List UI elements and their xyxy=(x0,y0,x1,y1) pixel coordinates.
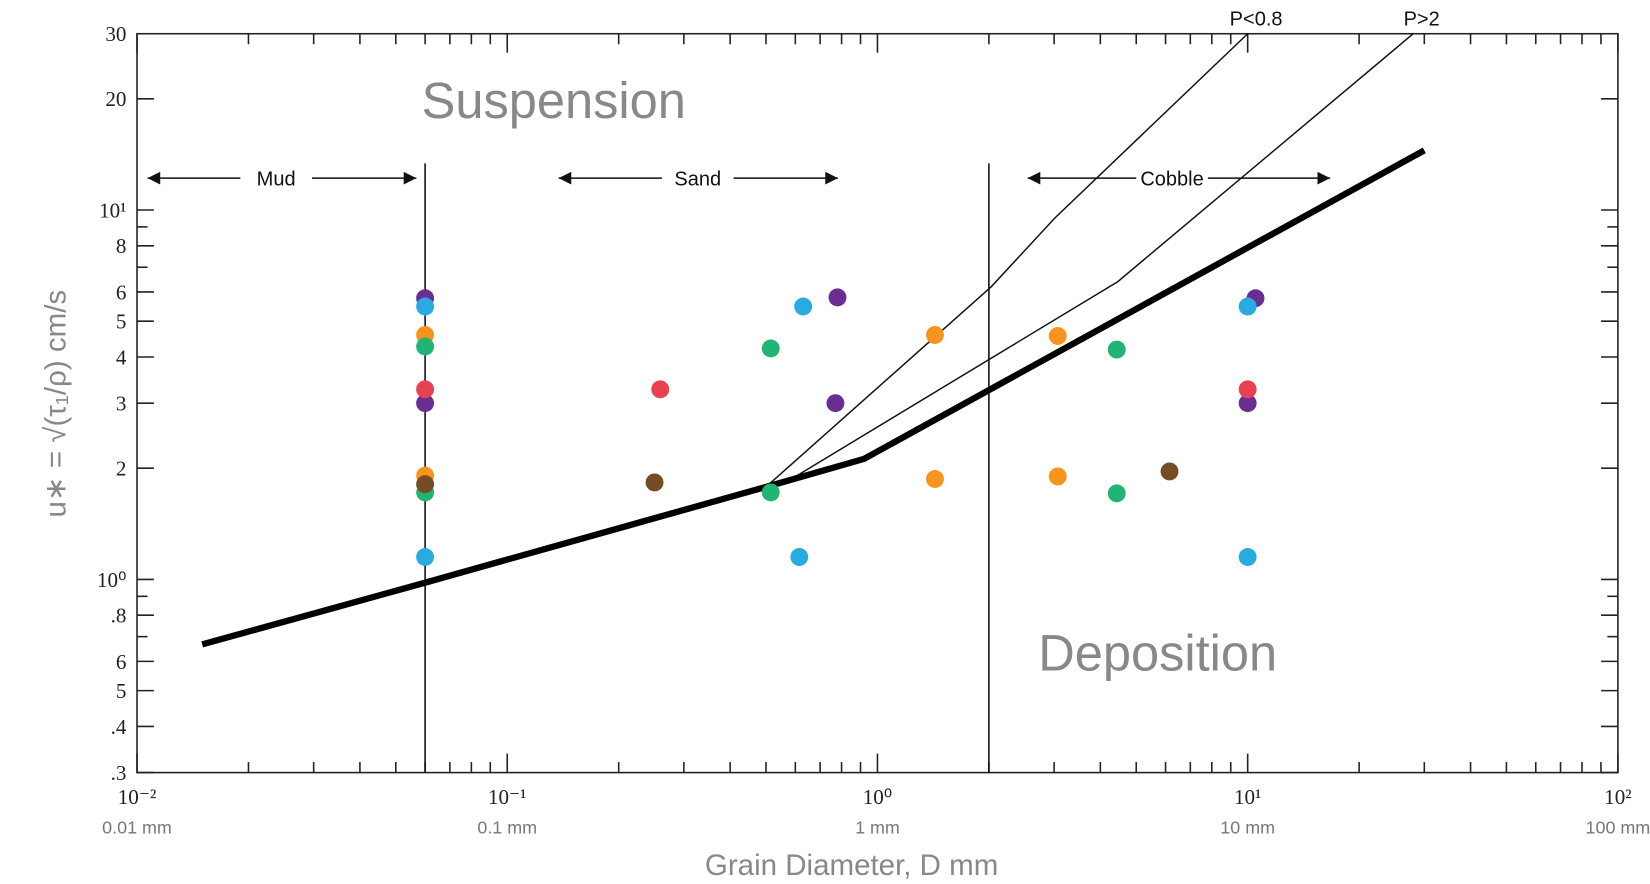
region-label: Deposition xyxy=(1038,624,1277,681)
y-axis-label: u∗ = √(τ₁/ρ) cm/s xyxy=(39,290,72,518)
data-point xyxy=(1107,484,1126,503)
plot-frame xyxy=(136,32,1619,774)
data-point xyxy=(926,470,944,488)
x-tick-sublabel: 100 mm xyxy=(1586,818,1650,838)
data-point xyxy=(926,325,944,344)
range-label: Mud xyxy=(257,169,296,191)
region-label: Suspension xyxy=(422,72,686,129)
y-tick-label: 6 xyxy=(116,280,127,304)
y-tick-label: 8 xyxy=(116,234,127,258)
x-tick-sublabel: 0.01 mm xyxy=(102,818,172,838)
data-point xyxy=(1048,467,1067,486)
data-point xyxy=(416,548,435,566)
x-tick-label: 10⁻² xyxy=(118,785,157,809)
data-point xyxy=(761,483,780,502)
data-point xyxy=(826,394,845,413)
y-tick-label: 5 xyxy=(116,310,127,334)
x-tick-sublabel: 0.1 mm xyxy=(477,818,537,838)
curve-label: P<0.8 xyxy=(1230,8,1283,30)
data-point xyxy=(416,337,435,356)
data-point xyxy=(416,297,435,316)
y-tick-label: 30 xyxy=(105,22,126,46)
data-point xyxy=(416,394,435,413)
data-point xyxy=(1107,340,1126,359)
data-point xyxy=(1160,462,1179,481)
x-tick-label: 10¹ xyxy=(1234,785,1261,809)
x-axis-label: Grain Diameter, D mm xyxy=(705,849,998,882)
y-tick-label: .4 xyxy=(111,715,127,739)
x-tick-sublabel: 10 mm xyxy=(1220,818,1275,838)
x-tick-sublabel: 1 mm xyxy=(855,818,900,838)
data-point xyxy=(651,380,670,399)
range-label: Cobble xyxy=(1140,169,1203,191)
x-tick-label: 10² xyxy=(1604,785,1631,809)
data-point xyxy=(761,339,780,358)
data-point xyxy=(416,380,435,399)
data-point xyxy=(1048,327,1067,345)
data-point xyxy=(828,288,847,307)
data-point xyxy=(1238,380,1257,399)
y-tick-label: .8 xyxy=(111,604,127,628)
data-point xyxy=(1238,548,1257,566)
y-tick-label: 2 xyxy=(116,457,127,481)
data-point xyxy=(1238,297,1257,316)
y-tick-label: 6 xyxy=(116,650,127,674)
y-tick-label: 3 xyxy=(116,392,127,416)
y-tick-label: 20 xyxy=(105,87,126,111)
x-tick-label: 10⁰ xyxy=(863,785,893,809)
data-point xyxy=(794,297,813,316)
y-tick-label: .3 xyxy=(111,761,127,785)
y-tick-label: 4 xyxy=(116,345,127,369)
probability-curve xyxy=(780,33,1414,486)
data-point xyxy=(645,473,664,492)
plot: Suspension Deposition Grain Diameter, D … xyxy=(39,8,1650,882)
range-label: Sand xyxy=(674,169,721,191)
probability-curve xyxy=(765,33,1249,488)
data-point xyxy=(416,475,435,494)
y-tick-label: 10⁰ xyxy=(97,568,127,592)
x-tick-label: 10⁻¹ xyxy=(488,785,527,809)
curve-label: P>2 xyxy=(1404,8,1440,30)
data-point xyxy=(1238,394,1257,413)
y-tick-label: 5 xyxy=(116,679,127,703)
data-point xyxy=(790,548,809,566)
y-tick-label: 10¹ xyxy=(99,198,126,222)
